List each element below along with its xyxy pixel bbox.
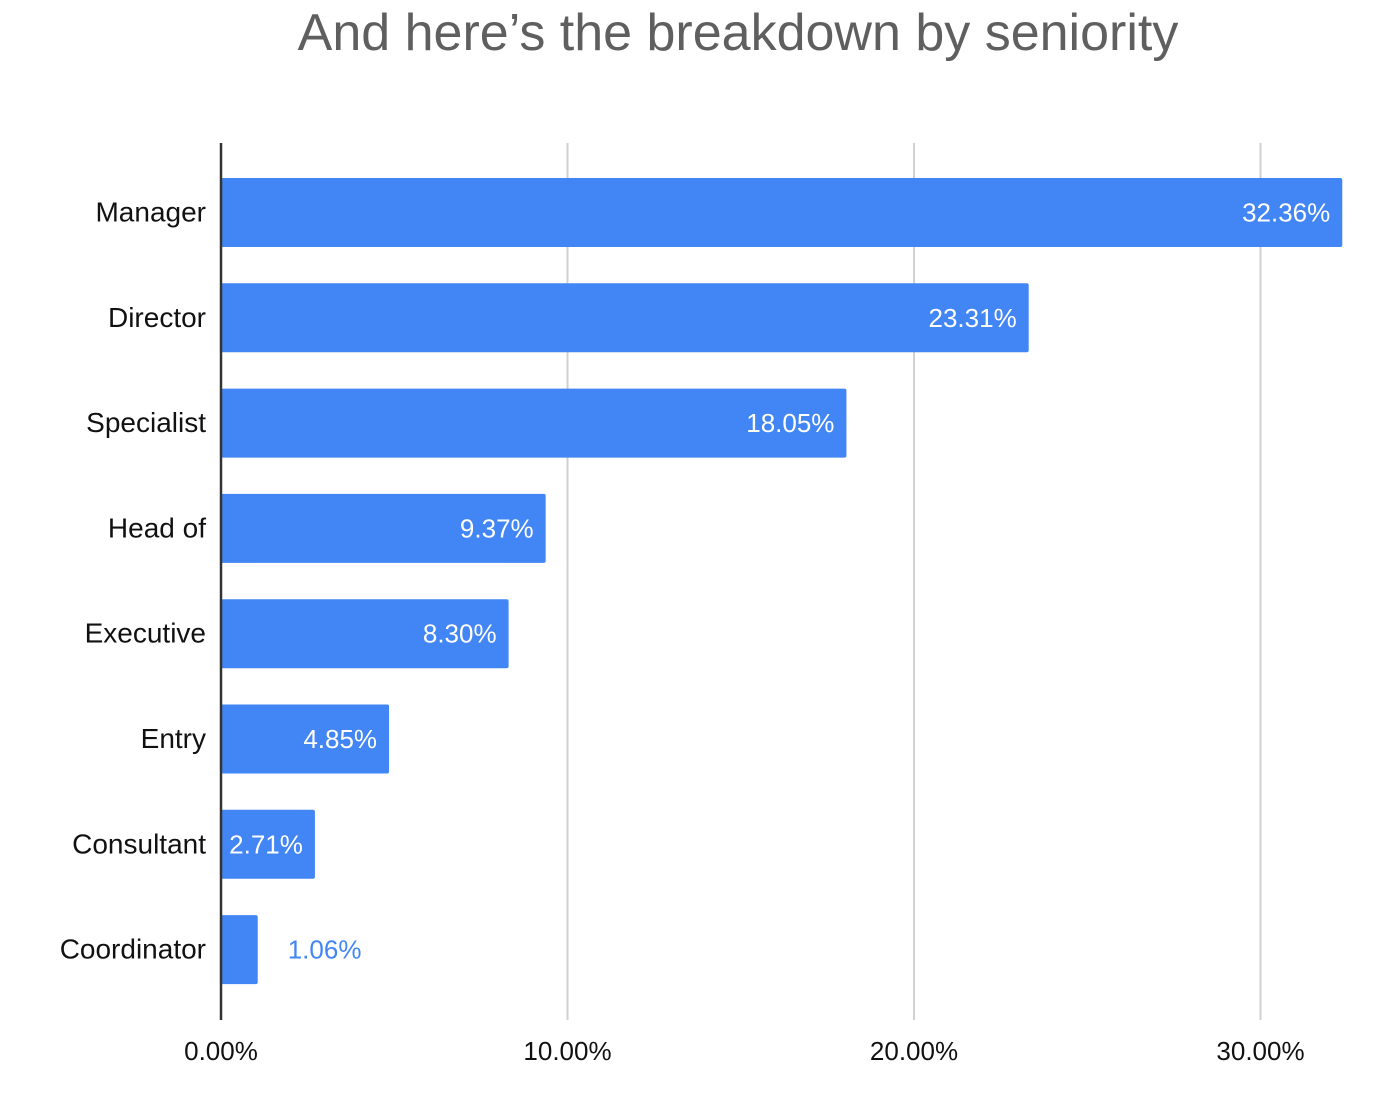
bar [221,493,546,563]
bars [221,178,1343,985]
value-label: 18.05% [746,408,834,438]
bar [221,915,258,985]
category-label: Director [108,302,206,333]
value-label: 1.06% [288,935,362,965]
bar [221,809,315,879]
x-tick-label: 20.00% [870,1036,958,1066]
bar [221,178,1343,247]
x-tick-label: 30.00% [1216,1036,1304,1066]
labels: 0.00% 10.00% 20.00% 30.00% Manager 32.36% Dire… [60,197,1331,1067]
value-label: 9.37% [460,513,534,543]
value-label: 8.30% [423,619,497,649]
bar [221,283,1029,353]
value-label: 4.85% [303,724,377,754]
bar [221,704,390,774]
x-tick-label: 10.00% [523,1036,611,1066]
value-label: 2.71% [229,829,303,859]
category-label: Specialist [86,407,206,438]
category-label: Head of [108,512,206,543]
bar [221,599,509,669]
value-label: 32.36% [1242,198,1330,228]
category-label: Executive [85,618,206,649]
gridlines [566,143,1262,1020]
category-label: Consultant [72,828,206,859]
category-label: Manager [95,197,206,228]
chart-title: And here’s the breakdown by seniority [298,4,1179,62]
bar [221,388,847,458]
value-label: 23.31% [929,303,1017,333]
category-label: Entry [141,723,206,754]
category-label: Coordinator [60,934,206,965]
x-tick-label: 0.00% [184,1036,258,1066]
